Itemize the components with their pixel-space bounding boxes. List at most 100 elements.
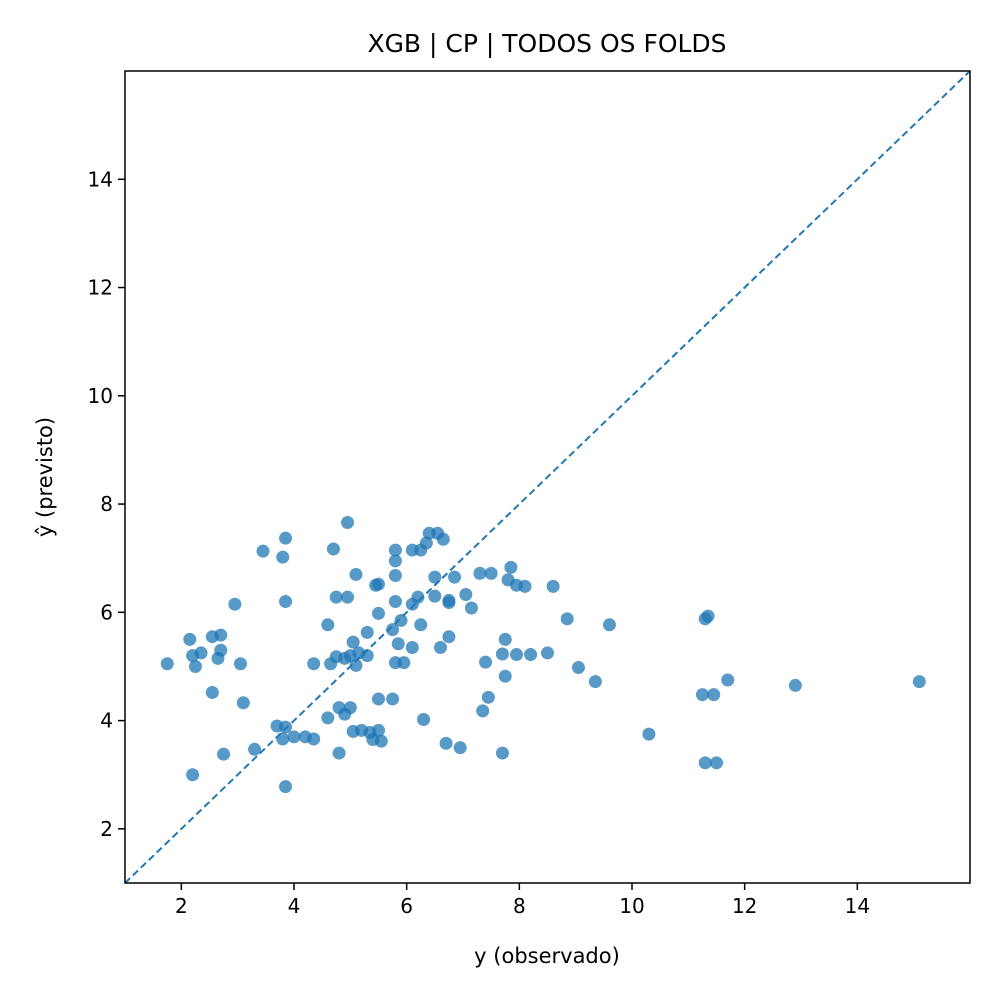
data-point [481, 690, 495, 704]
identity-reference-line [124, 70, 971, 884]
x-tick-label: 8 [513, 894, 526, 918]
data-point [417, 713, 431, 727]
data-point [571, 661, 585, 675]
y-tick-label: 10 [88, 384, 113, 408]
data-point [518, 579, 532, 593]
data-point [276, 732, 290, 746]
data-point [710, 756, 723, 770]
chart-title: XGB | CP | TODOS OS FOLDS [367, 29, 726, 58]
data-point [464, 601, 478, 615]
data-point [349, 658, 363, 672]
data-point [498, 632, 512, 646]
data-point [498, 669, 512, 683]
data-point [411, 590, 425, 604]
y-tick-label: 2 [100, 817, 113, 841]
data-point [279, 531, 293, 545]
y-tick-label: 14 [88, 167, 113, 191]
data-point [448, 570, 462, 584]
data-point [707, 688, 721, 702]
y-axis-ticks: 2 4 6 8 10 12 14 [88, 167, 125, 841]
data-point [186, 768, 200, 782]
data-point [442, 630, 456, 644]
data-point [341, 515, 355, 529]
data-point [360, 649, 374, 663]
data-point [439, 736, 453, 750]
data-point [442, 596, 456, 610]
data-point [524, 648, 538, 662]
data-point [372, 606, 385, 620]
data-point [374, 734, 388, 748]
x-tick-label: 14 [845, 894, 870, 918]
data-point [476, 704, 490, 718]
data-point [329, 590, 343, 604]
data-point [433, 641, 447, 655]
data-point [484, 566, 498, 580]
data-point [388, 554, 402, 568]
data-point [394, 613, 408, 627]
data-point [388, 569, 402, 583]
y-tick-label: 8 [100, 492, 113, 516]
data-point [372, 577, 385, 591]
data-point [160, 657, 174, 671]
x-tick-label: 10 [619, 894, 644, 918]
data-point [602, 618, 616, 632]
data-point [276, 550, 290, 564]
data-point [287, 730, 301, 744]
data-point [279, 720, 293, 734]
data-point [217, 747, 231, 761]
data-point [321, 618, 335, 632]
data-point [695, 688, 709, 702]
x-tick-label: 6 [400, 894, 413, 918]
data-point [405, 641, 419, 655]
data-point [341, 590, 355, 604]
data-point [346, 635, 360, 649]
y-tick-label: 12 [88, 276, 113, 300]
data-point [279, 780, 293, 794]
data-point [188, 659, 202, 673]
data-point [307, 657, 321, 671]
data-point [414, 618, 428, 632]
x-axis-ticks: 2 4 6 8 10 12 14 [175, 883, 870, 918]
data-point [228, 597, 242, 611]
data-point [546, 579, 560, 593]
data-point [233, 657, 247, 671]
x-tick-label: 2 [175, 894, 188, 918]
data-point [307, 732, 321, 746]
data-point [419, 536, 433, 550]
data-point [701, 609, 715, 623]
data-point [721, 673, 735, 687]
data-point [372, 723, 385, 737]
data-point [504, 560, 518, 574]
data-point [473, 566, 487, 580]
x-axis-title: y (observado) [474, 944, 620, 968]
plot-frame [124, 70, 971, 884]
plot-area [124, 70, 971, 884]
y-tick-label: 6 [100, 600, 113, 624]
x-tick-label: 12 [732, 894, 757, 918]
data-point [912, 675, 926, 689]
data-point [397, 656, 411, 670]
data-point [388, 595, 402, 609]
data-point [214, 643, 228, 657]
data-point [360, 625, 374, 639]
data-point [386, 623, 400, 637]
points-group [160, 515, 926, 794]
data-point [436, 532, 450, 546]
data-point [428, 570, 442, 584]
data-point [332, 746, 346, 760]
y-tick-label: 4 [100, 709, 113, 733]
data-point [388, 543, 402, 557]
data-point [588, 675, 602, 689]
data-point [541, 646, 554, 660]
data-point [495, 647, 509, 661]
data-point [698, 756, 712, 770]
data-point [459, 587, 473, 601]
data-point [495, 746, 509, 760]
data-point [214, 628, 228, 642]
data-point [349, 567, 363, 581]
data-point [386, 692, 400, 706]
data-point [194, 646, 208, 660]
data-point [236, 696, 250, 710]
